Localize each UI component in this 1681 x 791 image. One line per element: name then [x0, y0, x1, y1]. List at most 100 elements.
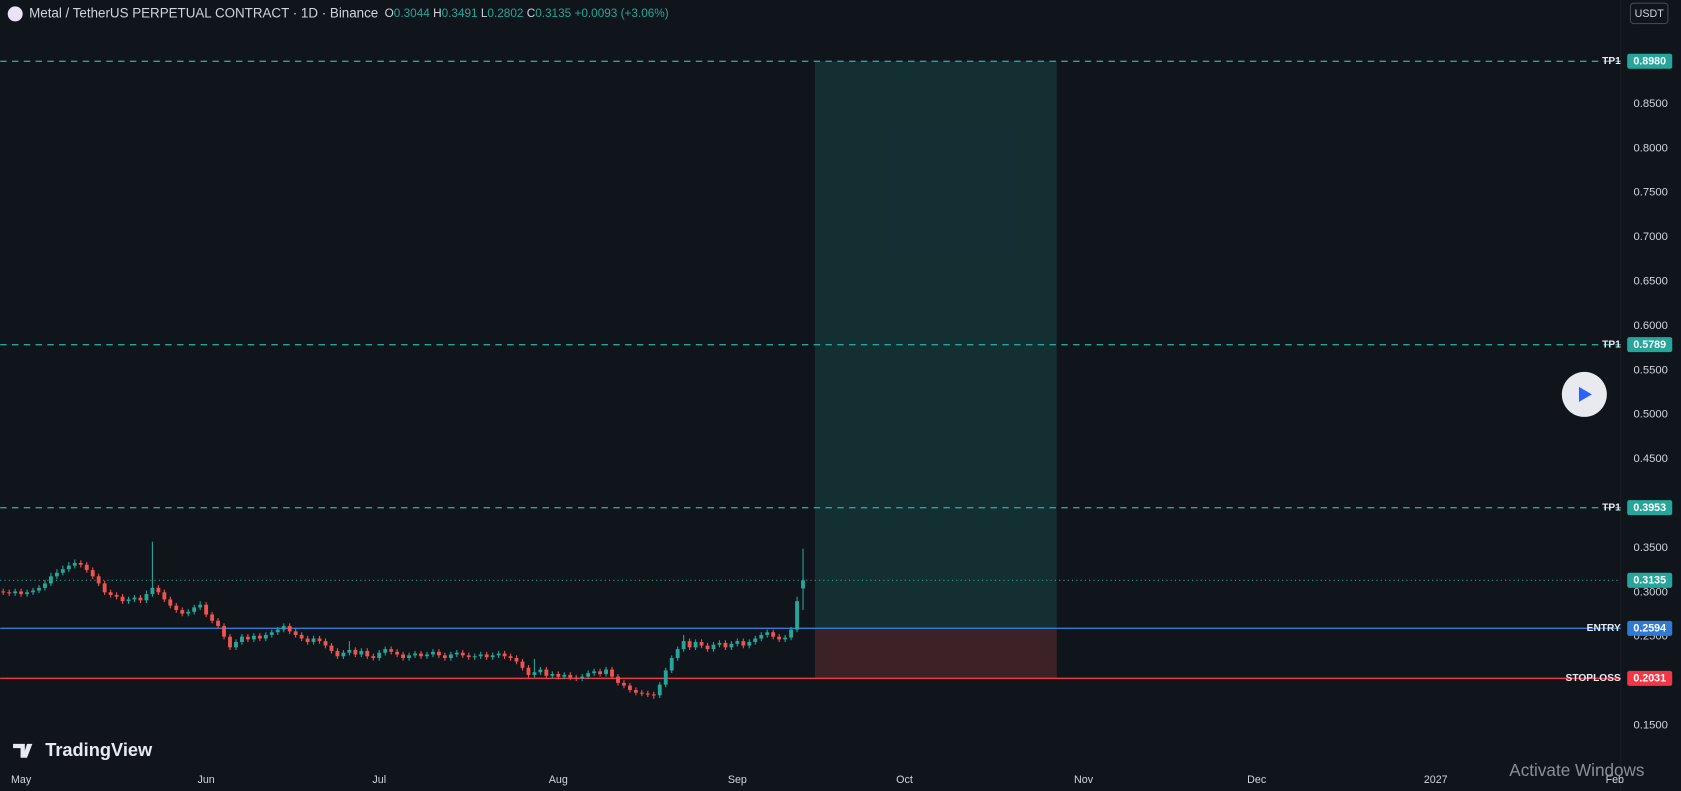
candle-body [275, 629, 280, 633]
candle-body [132, 597, 137, 600]
candle-body [502, 653, 507, 657]
y-tick-label: 0.8500 [1634, 98, 1668, 110]
candle-body [240, 636, 244, 643]
candle-body [335, 650, 340, 657]
candle-body [765, 632, 770, 635]
candle-body [508, 656, 513, 659]
candle-body [168, 599, 173, 606]
candle-body [675, 649, 680, 659]
candle-body [639, 692, 644, 694]
candle-body [1, 591, 6, 593]
candle-body [753, 638, 758, 643]
currency-button[interactable] [1629, 2, 1669, 25]
candle-body [49, 576, 53, 584]
level-name: TP1 [1602, 339, 1621, 350]
candle-body [496, 653, 501, 656]
ohlc-key: O [385, 7, 394, 20]
x-tick-label: Jul [372, 774, 386, 786]
candle-body [120, 596, 125, 602]
candle-body [162, 592, 167, 600]
candle-body [663, 670, 668, 685]
candle-body [222, 626, 226, 637]
candle-body [347, 650, 352, 653]
candle-body [562, 674, 567, 677]
candle-body [741, 641, 746, 646]
y-tick-label: 0.5000 [1634, 409, 1668, 421]
ohlc-value: 0.3044 [394, 7, 430, 20]
candle-body [514, 658, 519, 662]
candle-body [717, 642, 722, 645]
ohlc-value: 0.2802 [487, 7, 523, 20]
candle-body [108, 592, 113, 595]
level-price-box [1627, 670, 1673, 686]
candle-body [699, 642, 704, 646]
candle-body [198, 604, 203, 608]
ohlc-key: H [433, 7, 442, 20]
level-name: TP1 [1602, 502, 1621, 513]
candle-body [353, 650, 358, 655]
candle-body [317, 638, 322, 642]
play-icon[interactable] [1578, 386, 1592, 402]
candle-body [580, 676, 585, 679]
candle-body [60, 569, 65, 573]
candle-body [54, 572, 59, 577]
x-tick-label: Sep [728, 774, 747, 786]
chart-title: Metal / TetherUS PERPETUAL CONTRACT · 1D… [29, 5, 378, 20]
x-tick-label: Dec [1247, 774, 1267, 786]
candle-body [90, 570, 95, 577]
candle-body [269, 632, 274, 635]
candle-body [574, 677, 579, 679]
level-price-box [1627, 53, 1673, 69]
y-tick-label: 0.4500 [1634, 453, 1668, 465]
candle-body [407, 655, 412, 659]
candle-body [669, 658, 674, 671]
candle-body [263, 634, 268, 639]
candle-body [526, 667, 531, 675]
ohlc-key: C [527, 7, 536, 20]
candle-body [359, 650, 364, 655]
candle-body [783, 637, 788, 640]
candle-body [192, 607, 197, 612]
candle-body [174, 605, 179, 611]
candle-body [633, 689, 638, 693]
candle-body [550, 673, 555, 676]
level-price-label: 0.2031 [1633, 673, 1666, 685]
candle-body [747, 642, 752, 646]
y-tick-label: 0.6000 [1634, 320, 1668, 332]
y-tick-label: 0.3500 [1634, 542, 1668, 554]
candle-body [693, 642, 698, 648]
x-tick-label: Oct [896, 774, 913, 786]
candle-body [383, 649, 388, 653]
candle-body [425, 654, 429, 657]
candle-body [484, 654, 489, 658]
currency-button-label[interactable]: USDT [1635, 8, 1665, 20]
candle-body [532, 672, 537, 675]
candle-body [293, 631, 298, 635]
candle-body [729, 643, 734, 648]
candle-body [96, 576, 101, 584]
candle-body [604, 669, 608, 674]
level-price-box [1627, 500, 1673, 516]
candle-body [705, 645, 710, 650]
candle-body [538, 669, 543, 673]
candle-body [245, 636, 250, 640]
candle-body [251, 635, 256, 640]
candle-body [520, 661, 525, 668]
candle-body [490, 655, 495, 658]
candle-body [431, 651, 435, 655]
candle-body [102, 583, 107, 593]
candle-body [371, 656, 376, 659]
candle-body [31, 590, 35, 593]
candle-body [681, 641, 686, 650]
change: +0.0093 [574, 7, 617, 20]
candle-body [186, 611, 191, 614]
candle-body [711, 644, 716, 650]
brand-logo [13, 743, 33, 758]
candle-body [777, 636, 782, 640]
candle-body [323, 641, 328, 646]
candle-body [25, 592, 29, 595]
x-tick-label: May [11, 774, 32, 786]
